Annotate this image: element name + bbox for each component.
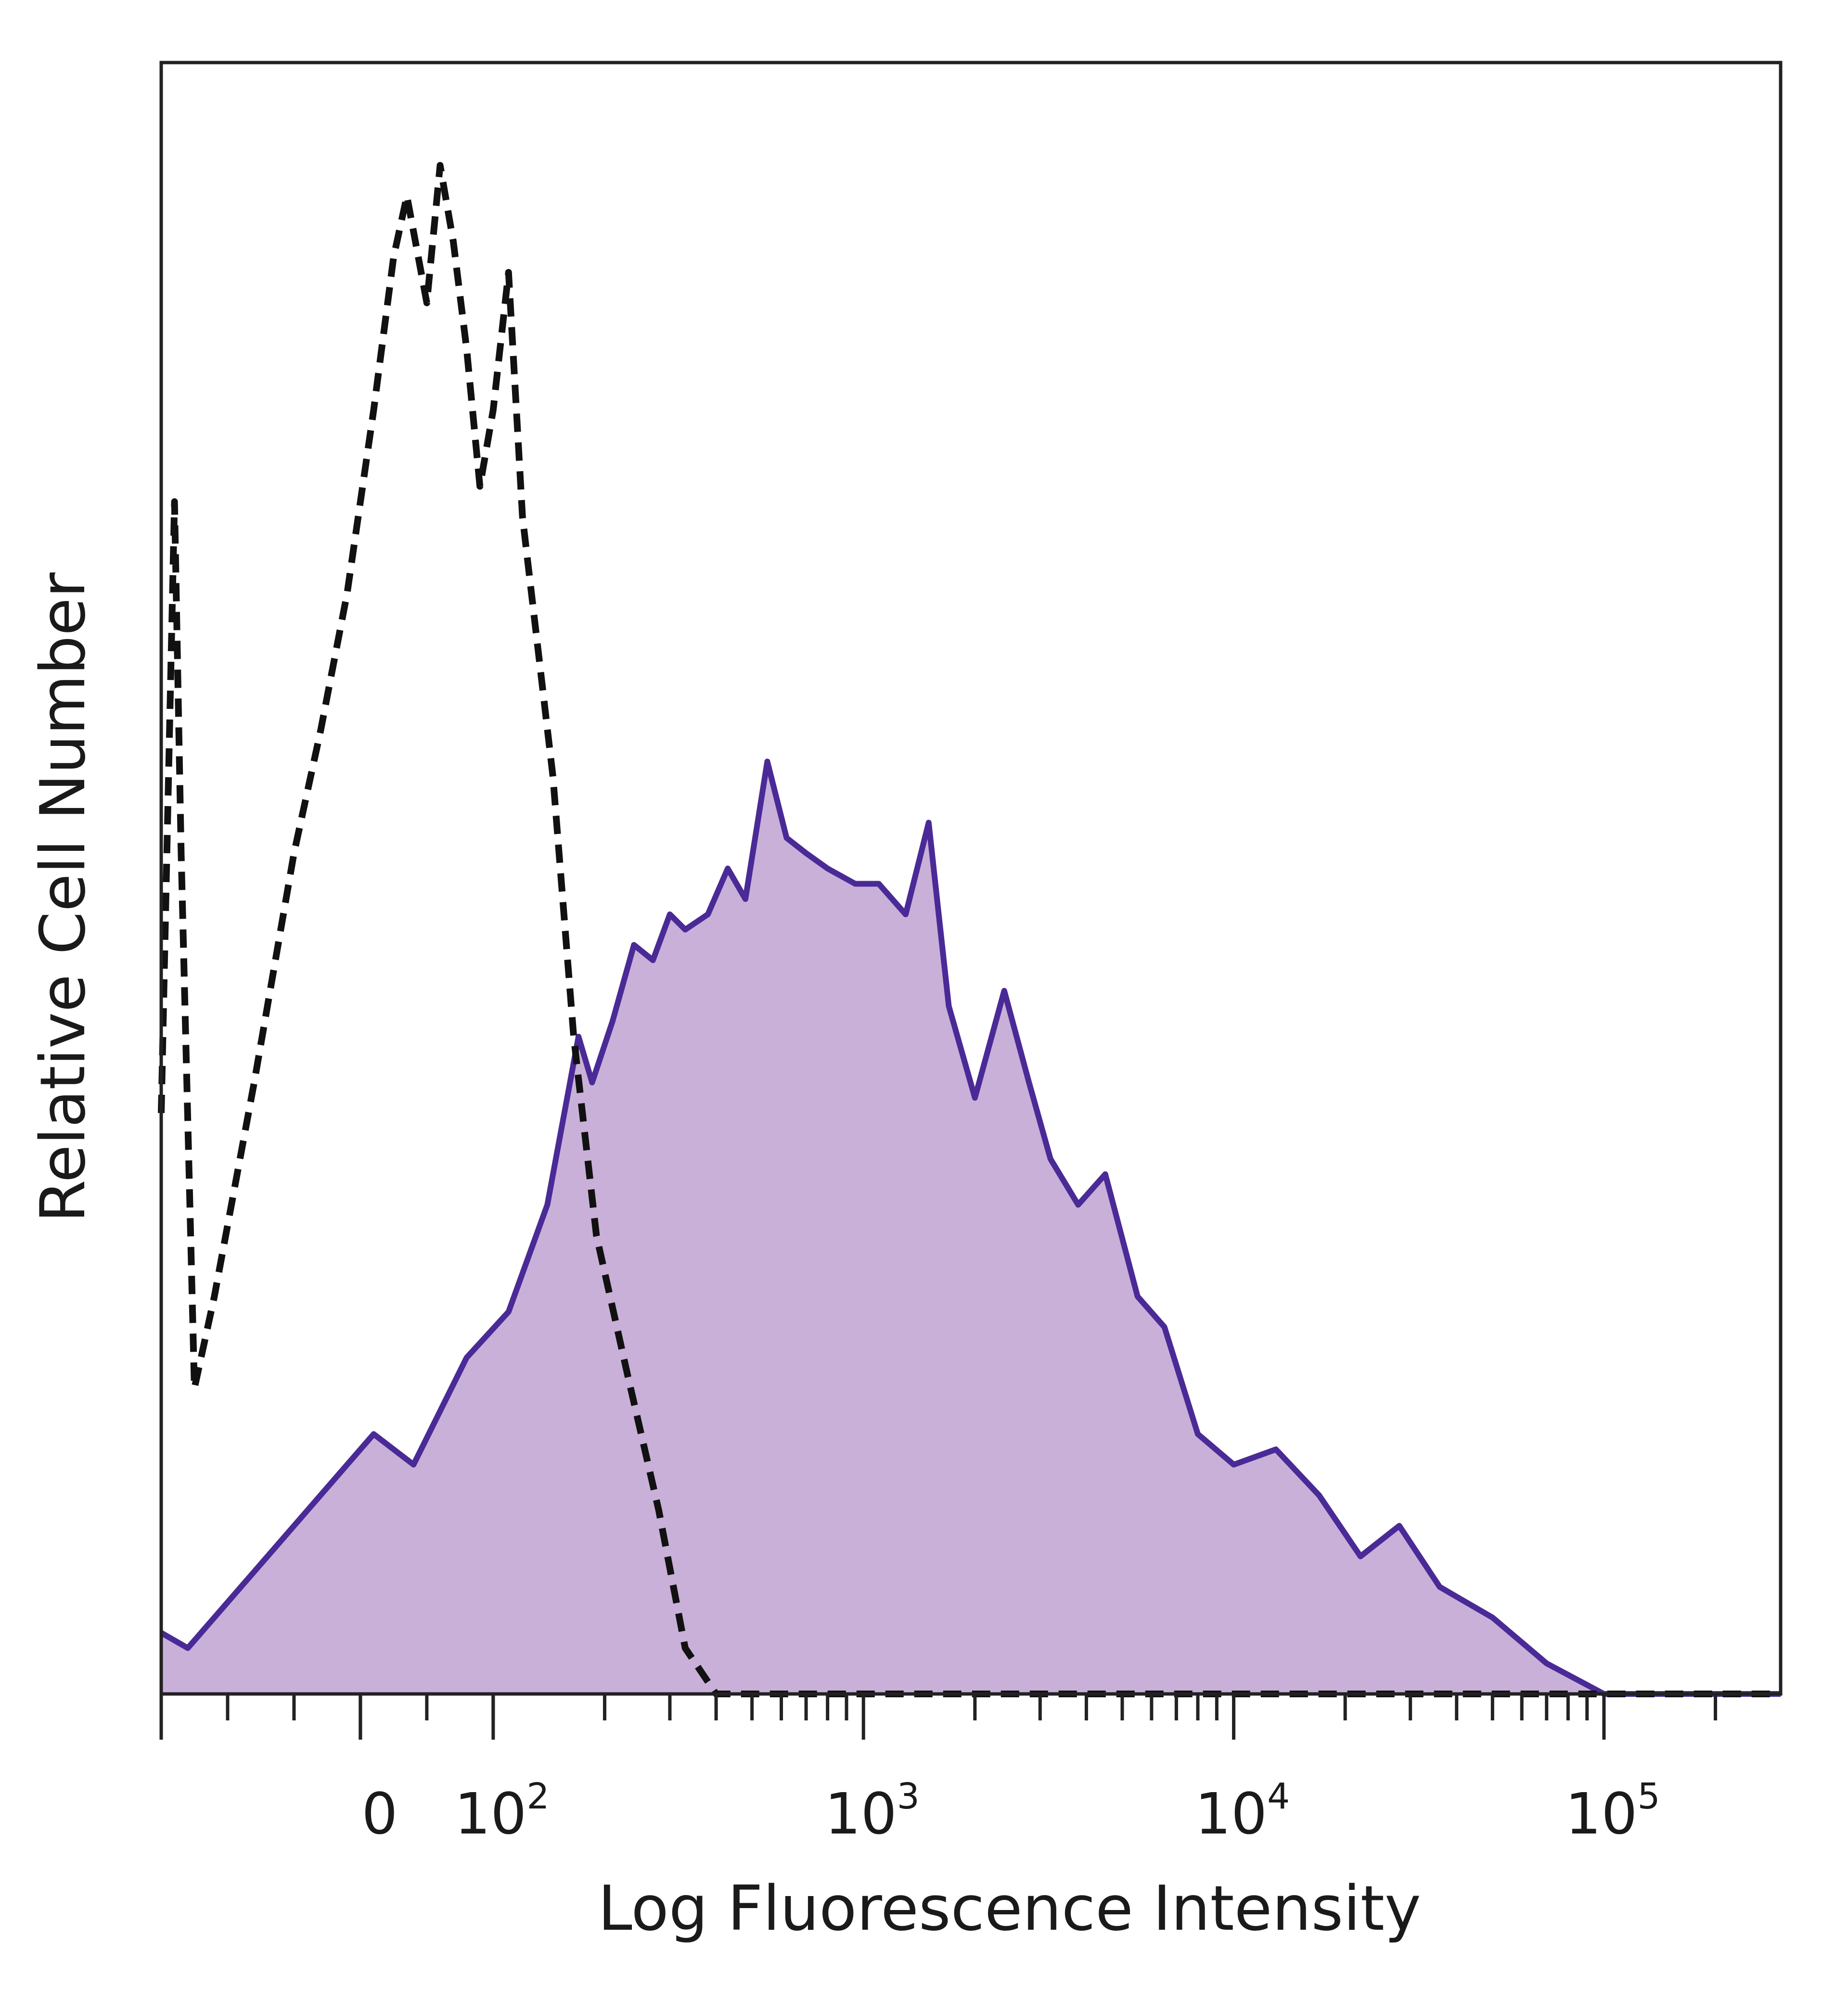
x-tick-label: 104 xyxy=(1195,1776,1290,1847)
x-tick-label: 0 xyxy=(361,1781,398,1847)
x-tick-label: 103 xyxy=(825,1776,920,1847)
x-tick-label-base: 10 xyxy=(454,1781,526,1847)
x-axis-title: Log Fluorescence Intensity xyxy=(598,1873,1421,1945)
x-tick-label-exponent: 3 xyxy=(897,1776,920,1817)
series-0-line xyxy=(158,162,1781,1697)
x-axis-ticks xyxy=(159,1694,1718,1740)
x-tick-label: 102 xyxy=(454,1776,549,1847)
x-tick-label-base: 10 xyxy=(1565,1781,1637,1847)
x-tick-label-base: 0 xyxy=(361,1781,398,1847)
series-1-area xyxy=(161,761,1781,1694)
x-axis-tick-labels: 0 102 103 104 105 xyxy=(361,1776,1660,1847)
x-tick-label-exponent: 5 xyxy=(1637,1776,1660,1817)
x-tick-label-base: 10 xyxy=(825,1781,897,1847)
x-tick-label: 105 xyxy=(1565,1776,1660,1847)
series-fill-layer xyxy=(161,761,1781,1694)
x-tick-label-exponent: 2 xyxy=(526,1776,549,1817)
series-1-line xyxy=(160,758,1781,1697)
series-line-layer xyxy=(158,162,1781,1697)
x-tick-label-exponent: 4 xyxy=(1267,1776,1290,1817)
y-axis-title: Relative Cell Number xyxy=(27,572,99,1222)
x-tick-label-base: 10 xyxy=(1195,1781,1267,1847)
plot-frame xyxy=(159,61,1783,1696)
